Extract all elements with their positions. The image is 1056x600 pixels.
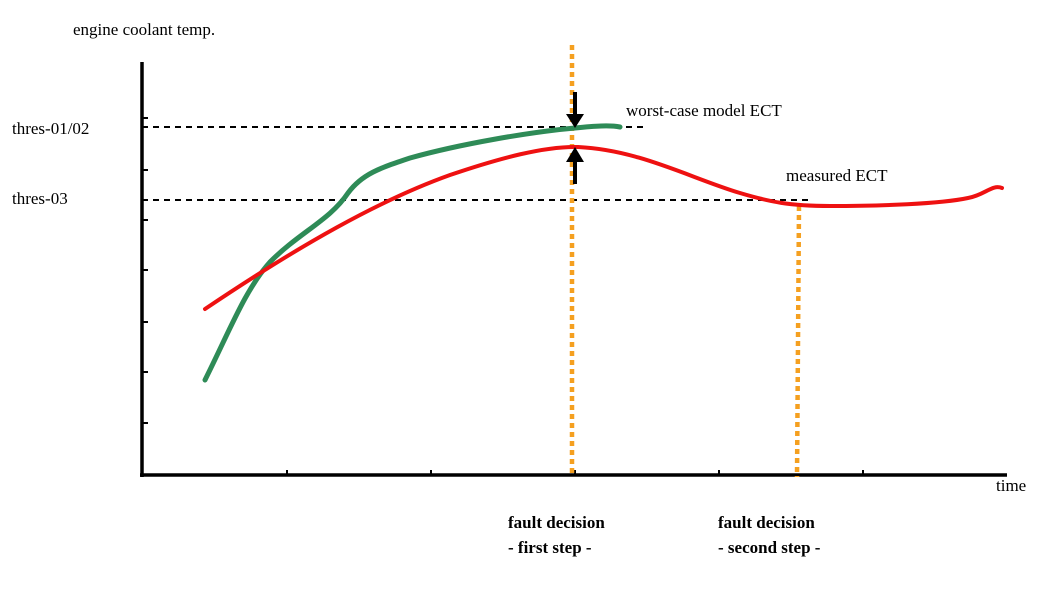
y-axis-label: engine coolant temp. xyxy=(73,20,215,39)
decision-label-first-step-line2: - first step - xyxy=(508,538,592,557)
y-ticks xyxy=(142,117,148,424)
decision-label-second-step-line2: - second step - xyxy=(718,538,821,557)
series-label-measured-ect: measured ECT xyxy=(786,166,888,185)
x-axis-label: time xyxy=(996,476,1026,495)
series-line-measured-ect xyxy=(203,144,1004,311)
threshold-label-03: thres-03 xyxy=(12,189,68,208)
decision-line-second-step xyxy=(794,205,802,478)
x-ticks xyxy=(286,470,864,476)
threshold-label-01-02: thres-01/02 xyxy=(12,119,89,138)
series-label-worst-case-model-ect: worst-case model ECT xyxy=(626,101,782,120)
arrow-up-head xyxy=(566,147,584,162)
series-line-worst-case-model-ect xyxy=(202,123,623,383)
arrow-down-head xyxy=(566,114,584,128)
decision-label-first-step-line1: fault decision xyxy=(508,513,605,532)
decision-label-second-step-line1: fault decision xyxy=(718,513,815,532)
